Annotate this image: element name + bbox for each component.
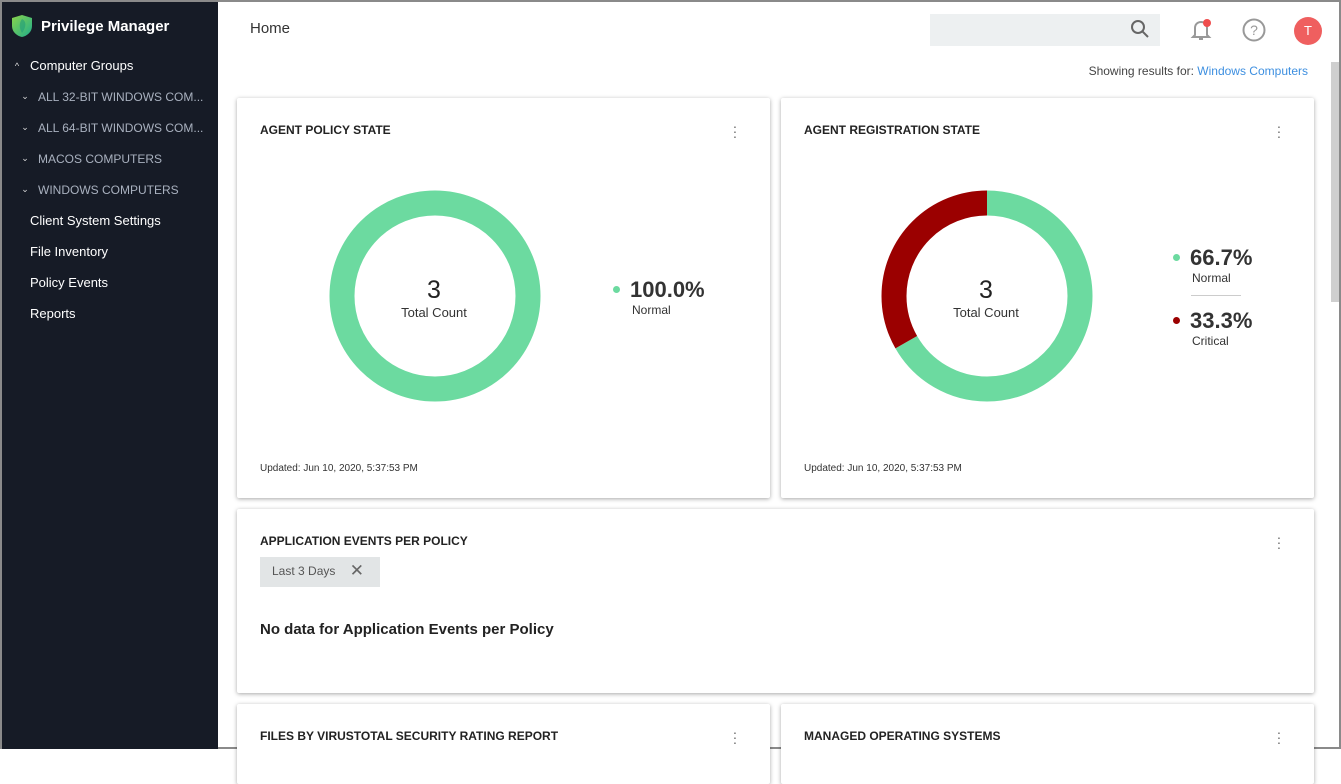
subgroup-label: WINDOWS COMPUTERS: [38, 182, 179, 197]
showing-label: Showing results for:: [1088, 64, 1194, 78]
legend-normal: 100.0% Normal: [613, 277, 705, 317]
subgroup-label: ALL 64-BIT WINDOWS COM...: [38, 120, 204, 135]
application-events-card: APPLICATION EVENTS PER POLICY · · · Last 3…: [237, 509, 1314, 693]
sidebar-subgroup[interactable]: ⌄ WINDOWS COMPUTERS: [2, 174, 218, 205]
donut-slice-normal[interactable]: [329, 190, 541, 402]
legend-critical: 33.3% Critical: [1173, 308, 1252, 348]
sidebar-subgroup[interactable]: ⌄ MACOS COMPUTERS: [2, 143, 218, 174]
updated-timestamp: Updated: Jun 10, 2020, 5:37:53 PM: [260, 463, 418, 474]
sidebar-item-file-inventory[interactable]: File Inventory: [30, 244, 109, 259]
sidebar-item-client-system-settings[interactable]: Client System Settings: [30, 213, 161, 228]
chevron-down-icon: ⌄: [21, 184, 29, 194]
legend-percent: 100.0%: [630, 277, 705, 302]
legend-percent: 66.7%: [1190, 245, 1253, 270]
more-options-icon[interactable]: · · ·: [1276, 724, 1282, 750]
card-title: MANAGED OPERATING SYSTEMS: [804, 729, 1001, 743]
donut-chart: [881, 190, 1093, 402]
showing-results-link[interactable]: Windows Computers: [1197, 64, 1308, 78]
sidebar-item-policy-events[interactable]: Policy Events: [30, 275, 109, 290]
chevron-down-icon: ⌄: [21, 153, 29, 163]
legend-label: Normal: [1192, 271, 1231, 285]
total-count: 3: [427, 276, 441, 304]
more-options-icon[interactable]: · · ·: [1276, 529, 1282, 555]
legend-percent: 33.3%: [1190, 308, 1253, 333]
help-icon[interactable]: ?: [1242, 18, 1266, 47]
updated-timestamp: Updated: Jun 10, 2020, 5:37:53 PM: [804, 463, 962, 474]
scrollbar-thumb[interactable]: [1331, 62, 1339, 302]
legend-dot: [1173, 254, 1180, 262]
legend-label: Critical: [1192, 334, 1229, 348]
total-count-label: Total Count: [401, 305, 467, 320]
subgroup-label: ALL 32-BIT WINDOWS COM...: [38, 89, 204, 104]
shield-logo-icon: [12, 15, 32, 37]
sidebar-group-label: Computer Groups: [30, 58, 134, 73]
donut-chart: [329, 190, 541, 402]
chevron-up-icon: ^: [14, 60, 20, 71]
chip-label: Last 3 Days: [272, 564, 336, 578]
card-title: AGENT POLICY STATE: [260, 123, 391, 137]
agent-registration-state-card: AGENT REGISTRATION STATE · · · 3 Total Coun…: [781, 98, 1314, 498]
card-title: APPLICATION EVENTS PER POLICY: [260, 534, 468, 548]
app-title: Privilege Manager: [41, 17, 170, 35]
page-title: Home: [250, 20, 291, 37]
sidebar-subgroup[interactable]: ⌄ ALL 32-BIT WINDOWS COM...: [2, 81, 218, 112]
legend-dot: [1173, 317, 1180, 325]
date-filter-chip[interactable]: Last 3 Days ✕: [260, 557, 380, 587]
sidebar: Privilege Manager ^ Computer Groups ⌄ ALL …: [2, 2, 218, 749]
legend-label: Normal: [632, 303, 671, 317]
more-options-icon[interactable]: · · ·: [732, 724, 738, 750]
brand[interactable]: Privilege Manager: [2, 2, 218, 50]
more-options-icon[interactable]: · · ·: [732, 118, 738, 144]
card-title: AGENT REGISTRATION STATE: [804, 123, 980, 137]
subgroup-label: MACOS COMPUTERS: [38, 151, 163, 166]
total-count: 3: [979, 276, 993, 304]
chevron-down-icon: ⌄: [21, 91, 29, 101]
legend-normal: 66.7% Normal: [1173, 245, 1252, 285]
search-icon[interactable]: [1130, 19, 1150, 44]
main-content: Home ? T Showing results for: Windows Co…: [218, 2, 1339, 784]
close-icon[interactable]: ✕: [349, 561, 364, 580]
legend-divider: [1191, 295, 1241, 296]
user-avatar[interactable]: T: [1294, 17, 1322, 45]
agent-policy-state-card: AGENT POLICY STATE · · · 3 Total Count 100.…: [237, 98, 770, 498]
search-input[interactable]: [930, 14, 1160, 46]
notifications-bell-icon[interactable]: [1190, 18, 1212, 47]
sidebar-item-reports[interactable]: Reports: [30, 306, 76, 321]
managed-os-card: MANAGED OPERATING SYSTEMS · · ·: [781, 704, 1314, 784]
card-title: FILES BY VIRUSTOTAL SECURITY RATING REPO…: [260, 729, 559, 743]
sidebar-subgroup[interactable]: ⌄ ALL 64-BIT WINDOWS COM...: [2, 112, 218, 143]
showing-results: Showing results for: Windows Computers: [1089, 64, 1308, 78]
legend-dot: [613, 286, 620, 294]
more-options-icon[interactable]: · · ·: [1276, 118, 1282, 144]
svg-text:?: ?: [1250, 22, 1258, 38]
donut-slice-critical[interactable]: [881, 190, 1093, 402]
sidebar-computer-groups[interactable]: ^ Computer Groups: [2, 50, 218, 81]
total-count-label: Total Count: [953, 305, 1019, 320]
virustotal-card: FILES BY VIRUSTOTAL SECURITY RATING REPO…: [237, 704, 770, 784]
chevron-down-icon: ⌄: [21, 122, 29, 132]
no-data-message: No data for Application Events per Polic…: [260, 621, 554, 638]
